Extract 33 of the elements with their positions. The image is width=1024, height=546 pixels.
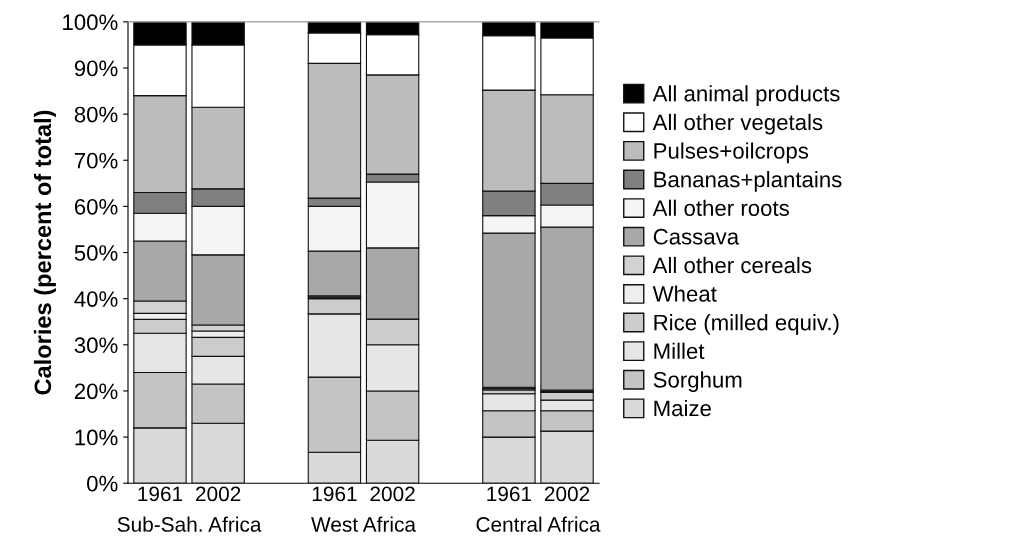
- y-tick-label: 60%: [74, 198, 118, 215]
- text: Sub-Sah. Africa: [117, 516, 262, 532]
- legend-label: All other roots: [652, 199, 789, 216]
- legend-label: Sorghum: [653, 371, 742, 393]
- x-tick-label: 2002: [544, 486, 590, 502]
- legend-label: Bananas+plantains: [654, 171, 842, 192]
- x-tick-label: 2002: [196, 486, 241, 502]
- legend-label: All other vegetals: [652, 113, 823, 135]
- y-axis-title: Calories (percent of total): [33, 110, 56, 395]
- y-tick-label: 30%: [74, 337, 118, 354]
- legend-label: Pulses+oilcrops: [654, 142, 809, 164]
- y-tick-label: 80%: [74, 106, 118, 123]
- legend-label: All animal products: [652, 85, 840, 106]
- legend-label: All other cereals: [652, 256, 812, 274]
- y-tick-label: 90%: [74, 60, 118, 77]
- legend-label: Cassava: [653, 228, 740, 245]
- legend-label: Millet: [654, 342, 705, 360]
- y-tick-label: 40%: [74, 291, 118, 307]
- x-tick-label: 1961: [487, 486, 532, 502]
- y-tick-label: 50%: [74, 245, 118, 261]
- y-tick-label: 70%: [74, 152, 118, 169]
- x-tick-label: 1961: [138, 486, 183, 502]
- y-tick-label: 10%: [75, 429, 118, 446]
- legend-label: Maize: [654, 399, 711, 417]
- x-tick-label: 2002: [370, 486, 415, 502]
- legend-label: Wheat: [652, 285, 717, 302]
- text: West Africa: [311, 516, 417, 532]
- text: Central Africa: [476, 516, 601, 532]
- legend-label: Rice (milled equiv.): [654, 314, 839, 335]
- y-tick-label: 0%: [87, 475, 118, 492]
- y-tick-label: 100%: [63, 14, 118, 31]
- x-tick-label: 1961: [312, 486, 357, 502]
- y-tick-label: 20%: [74, 383, 118, 400]
